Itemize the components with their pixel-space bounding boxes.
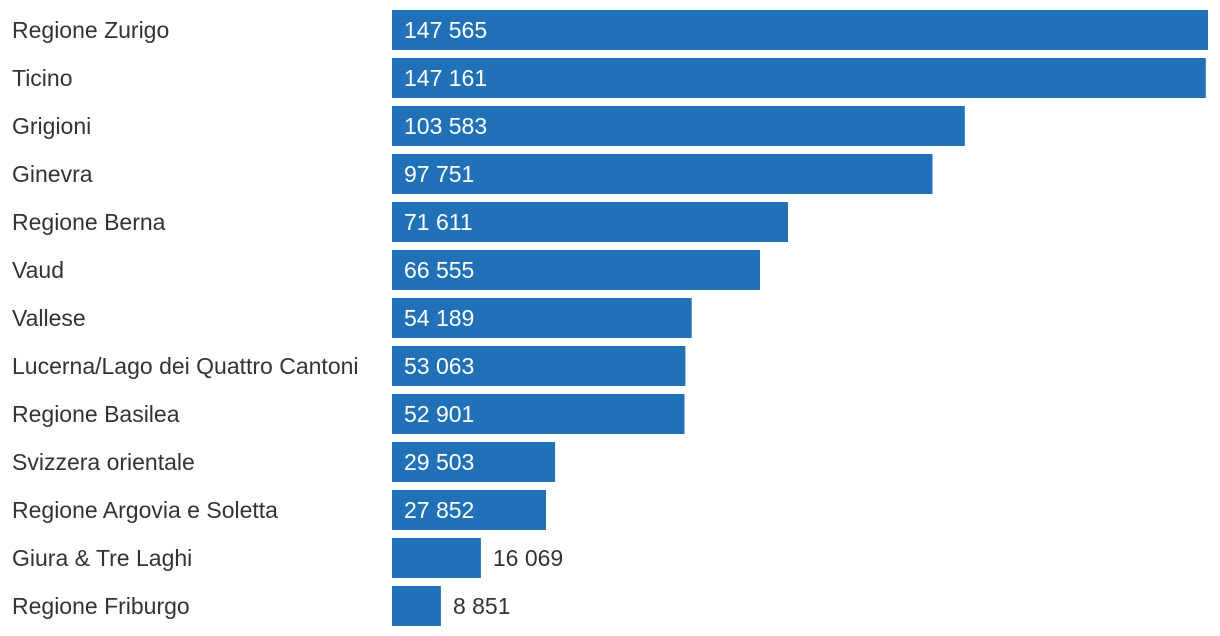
- value-label: 97 751: [404, 161, 474, 187]
- bar: [392, 154, 933, 194]
- value-label: 66 555: [404, 257, 474, 283]
- category-label: Vaud: [12, 257, 64, 283]
- value-label: 71 611: [404, 209, 473, 235]
- bar: [392, 10, 1208, 50]
- value-label: 29 503: [404, 449, 474, 475]
- category-label: Regione Basilea: [12, 401, 180, 427]
- category-label: Giura & Tre Laghi: [12, 545, 192, 571]
- bar: [392, 58, 1206, 98]
- category-label: Regione Argovia e Soletta: [12, 497, 278, 523]
- category-label: Ginevra: [12, 161, 93, 187]
- bar: [392, 202, 788, 242]
- value-label: 8 851: [453, 593, 511, 619]
- value-label: 147 161: [404, 65, 487, 91]
- bar: [392, 106, 965, 146]
- bar: [392, 250, 760, 290]
- category-label: Vallese: [12, 305, 86, 331]
- bar: [392, 538, 481, 578]
- bar: [392, 442, 556, 482]
- value-label: 16 069: [493, 545, 563, 571]
- category-label: Regione Zurigo: [12, 17, 169, 43]
- value-label: 147 565: [404, 17, 487, 43]
- bar: [392, 394, 685, 434]
- bar: [392, 346, 686, 386]
- value-label: 54 189: [404, 305, 474, 331]
- category-label: Regione Berna: [12, 209, 166, 235]
- category-label: Ticino: [12, 65, 73, 91]
- category-label: Lucerna/Lago dei Quattro Cantoni: [12, 353, 359, 379]
- category-label: Grigioni: [12, 113, 91, 139]
- bar: [392, 586, 441, 626]
- bar: [392, 298, 692, 338]
- value-label: 52 901: [404, 401, 474, 427]
- value-label: 103 583: [404, 113, 487, 139]
- bar: [392, 490, 546, 530]
- category-label: Regione Friburgo: [12, 593, 190, 619]
- category-label: Svizzera orientale: [12, 449, 195, 475]
- value-label: 53 063: [404, 353, 474, 379]
- value-label: 27 852: [404, 497, 474, 523]
